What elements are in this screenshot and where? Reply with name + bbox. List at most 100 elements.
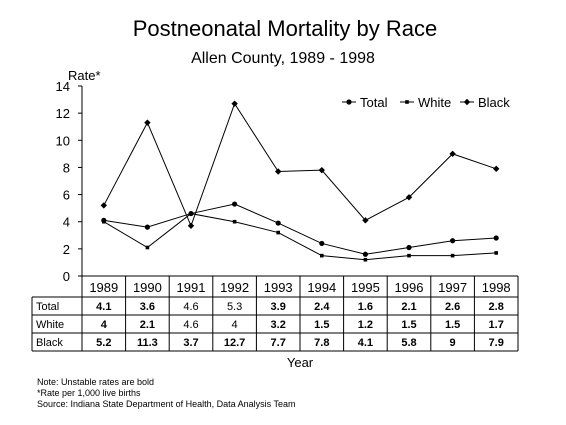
data-label: 1.5 (445, 319, 460, 331)
data-label: 4 (232, 319, 238, 331)
table-row-label: Total (36, 301, 59, 313)
data-label: 4.6 (183, 319, 198, 331)
data-point (232, 201, 238, 207)
data-point (144, 224, 150, 230)
chart-title: Postneonatal Mortality by Race (133, 16, 438, 41)
plot-area (100, 100, 500, 262)
series-line-total (103, 203, 497, 255)
data-point (407, 253, 411, 258)
data-point (232, 219, 237, 224)
y-tick-label: 4 (63, 215, 70, 230)
data-point (275, 168, 282, 175)
data-point (189, 211, 193, 216)
series-line-white (103, 213, 497, 261)
data-label: 1.2 (358, 319, 373, 331)
x-tick-label: 1991 (177, 280, 206, 295)
legend: Total White Black (342, 95, 510, 110)
data-point (449, 150, 456, 158)
data-point (450, 253, 455, 258)
x-tick-label: 1998 (482, 280, 511, 295)
note-unstable: Note: Unstable rates are bold (37, 377, 154, 387)
x-tick-label: 1996 (395, 280, 424, 295)
data-label: 2.4 (314, 301, 330, 313)
data-table: 1989 1990 1991 1992 1993 1994 1995 1996 1997 1998… (31, 275, 519, 352)
y-tick-label: 0 (63, 269, 70, 284)
legend-entry: White (418, 95, 451, 110)
data-point (493, 165, 500, 172)
x-tick-label: 1997 (438, 280, 467, 295)
table-row-label: White (36, 319, 64, 331)
data-label: 4 (101, 319, 108, 331)
y-axis: 0 2 4 6 8 10 12 14 (56, 79, 83, 284)
data-point (405, 100, 409, 104)
y-tick-label: 8 (63, 160, 70, 175)
data-point (363, 257, 368, 262)
data-label: 4.6 (183, 301, 198, 313)
data-label: 3.9 (271, 301, 286, 313)
data-label: 7.9 (489, 337, 504, 349)
data-point (144, 119, 151, 126)
x-tick-label: 1992 (220, 280, 249, 295)
x-tick-label: 1995 (351, 280, 380, 295)
data-label: 1.5 (314, 319, 329, 331)
data-point (318, 166, 325, 174)
data-label: 2.6 (445, 301, 460, 313)
data-point (187, 222, 195, 229)
y-tick-label: 2 (63, 242, 70, 257)
data-point (405, 194, 413, 201)
data-label: 9 (450, 337, 456, 349)
legend-entry: Total (360, 95, 388, 110)
data-point (276, 230, 280, 235)
data-point (100, 202, 107, 209)
y-tick-label: 10 (56, 133, 70, 148)
data-point (145, 245, 150, 250)
data-label: 1.7 (489, 319, 504, 331)
data-label: 7.8 (314, 337, 329, 349)
series-line-black (103, 102, 497, 228)
x-axis-label: Year (287, 355, 314, 370)
y-tick-label: 6 (63, 188, 70, 203)
y-tick-label: 12 (56, 106, 70, 121)
x-tick-label: 1989 (89, 280, 118, 295)
data-point (362, 251, 368, 257)
data-label: 5.8 (401, 337, 416, 349)
data-label: 7.7 (271, 337, 286, 349)
data-point (102, 219, 106, 224)
data-label: 5.2 (96, 337, 111, 349)
data-label: 4.1 (96, 301, 111, 313)
data-point (346, 99, 352, 105)
table-row-label: Black (36, 337, 63, 349)
data-point (463, 98, 471, 106)
y-tick-label: 14 (56, 79, 70, 94)
data-label: 3.6 (140, 301, 155, 313)
data-point (320, 253, 324, 258)
data-point (450, 238, 456, 244)
x-tick-label: 1994 (307, 280, 336, 295)
data-label: 2.1 (401, 301, 416, 313)
x-tick-label: 1993 (264, 280, 293, 295)
note-source: Source: Indiana State Department of Heal… (37, 399, 295, 409)
data-label: 1.5 (401, 319, 416, 331)
data-label: 2.8 (489, 301, 504, 313)
data-label: 2.1 (140, 319, 155, 331)
data-point (319, 240, 325, 247)
data-label: 3.7 (183, 337, 198, 349)
data-point (275, 220, 281, 226)
data-label: 3.2 (271, 319, 286, 331)
chart-subtitle: Allen County, 1989 - 1998 (191, 50, 375, 67)
legend-entry: Black (478, 95, 510, 110)
data-point (493, 235, 499, 241)
y-axis-label: Rate* (68, 68, 101, 83)
data-label: 5.3 (227, 301, 242, 313)
data-label: 11.3 (137, 337, 158, 349)
data-label: 1.6 (358, 301, 373, 313)
x-tick-label: 1990 (133, 280, 162, 295)
data-label: 12.7 (224, 337, 245, 349)
data-point (406, 244, 412, 251)
data-point (494, 251, 498, 255)
note-rate: *Rate per 1,000 live births (37, 388, 141, 398)
data-label: 4.1 (358, 337, 373, 349)
data-point (362, 217, 369, 224)
data-point (231, 100, 238, 107)
